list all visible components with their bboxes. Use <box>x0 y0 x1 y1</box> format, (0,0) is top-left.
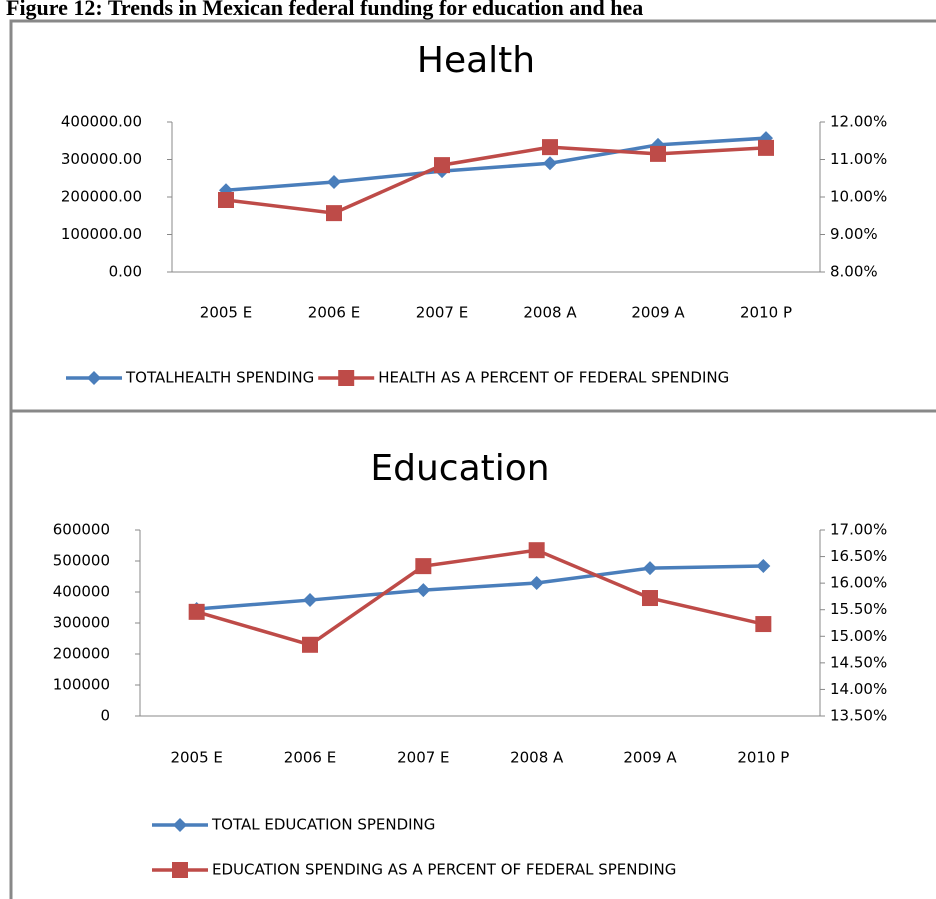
y2-tick-label: 9.00% <box>830 225 878 243</box>
marker <box>416 583 431 598</box>
legend-marker <box>87 371 101 385</box>
x-tick-label: 2010 P <box>740 304 792 322</box>
marker <box>650 145 666 162</box>
x-tick-label: 2010 P <box>737 749 789 767</box>
series-line <box>196 564 764 611</box>
y2-tick-label: 12.00% <box>830 113 887 131</box>
marker <box>529 576 544 591</box>
y2-tick-label: 15.50% <box>830 600 887 618</box>
marker <box>218 192 234 208</box>
y-tick-label: 400000.00 <box>61 113 142 131</box>
marker <box>542 139 558 156</box>
marker <box>434 157 450 174</box>
y-tick-label: 600000 <box>53 521 110 539</box>
frame <box>9 19 936 899</box>
y2-tick-label: 13.50% <box>830 707 887 725</box>
y2-tick-label: 10.00% <box>830 188 887 206</box>
chart-title: Education <box>370 448 549 489</box>
legend-label: TOTALHEALTH SPENDING <box>125 369 314 387</box>
series-line <box>225 145 767 215</box>
y-tick-label: 500000 <box>53 552 110 570</box>
x-tick-label: 2005 E <box>200 304 252 322</box>
x-tick-label: 2006 E <box>284 749 336 767</box>
y2-tick-label: 16.00% <box>830 574 887 592</box>
y2-tick-label: 17.00% <box>830 521 887 539</box>
y2-tick-label: 8.00% <box>830 263 878 281</box>
x-tick-label: 2008 A <box>510 749 564 767</box>
x-tick-label: 2007 E <box>397 749 449 767</box>
x-tick-label: 2007 E <box>416 304 468 322</box>
marker <box>303 593 317 608</box>
y-tick-label: 0.00 <box>109 263 142 281</box>
y2-tick-label: 11.00% <box>830 150 887 168</box>
y2-tick-label: 15.00% <box>830 627 887 645</box>
x-tick-label: 2008 A <box>523 304 577 322</box>
legend-marker <box>172 862 188 878</box>
marker <box>528 542 545 559</box>
y-tick-label: 200000.00 <box>61 188 142 206</box>
legend-label: EDUCATION SPENDING AS A PERCENT OF FEDER… <box>212 861 676 879</box>
x-tick-label: 2009 A <box>623 749 677 767</box>
x-tick-label: 2009 A <box>631 304 685 322</box>
figure-caption: Figure 12: Trends in Mexican federal fun… <box>6 0 643 20</box>
y-tick-label: 0 <box>100 707 110 725</box>
legend-label: HEALTH AS A PERCENT OF FEDERAL SPENDING <box>378 369 729 387</box>
y-tick-label: 400000 <box>53 583 110 601</box>
marker <box>642 590 658 607</box>
marker <box>327 175 341 189</box>
y-tick-label: 100000 <box>53 676 110 694</box>
y2-tick-label: 16.50% <box>830 547 887 565</box>
x-tick-label: 2005 E <box>170 749 222 767</box>
y2-tick-label: 14.00% <box>830 680 887 698</box>
series-line <box>225 136 767 192</box>
legend-label: TOTAL EDUCATION SPENDING <box>211 816 435 834</box>
legend-marker <box>338 370 355 386</box>
y-tick-label: 200000 <box>53 645 110 663</box>
marker <box>758 139 774 156</box>
marker <box>302 636 318 653</box>
series-line <box>196 548 764 647</box>
marker <box>415 558 432 575</box>
x-tick-label: 2006 E <box>308 304 360 322</box>
marker <box>188 603 205 620</box>
marker <box>543 156 557 171</box>
legend-marker <box>173 818 187 832</box>
chart-title: Health <box>417 40 535 81</box>
marker <box>756 558 771 573</box>
marker <box>643 561 657 576</box>
y-tick-label: 100000.00 <box>61 225 142 243</box>
marker <box>326 205 342 222</box>
marker <box>755 616 772 633</box>
y-tick-label: 300000.00 <box>61 150 142 168</box>
y-tick-label: 300000 <box>53 614 110 632</box>
y2-tick-label: 14.50% <box>830 653 887 671</box>
